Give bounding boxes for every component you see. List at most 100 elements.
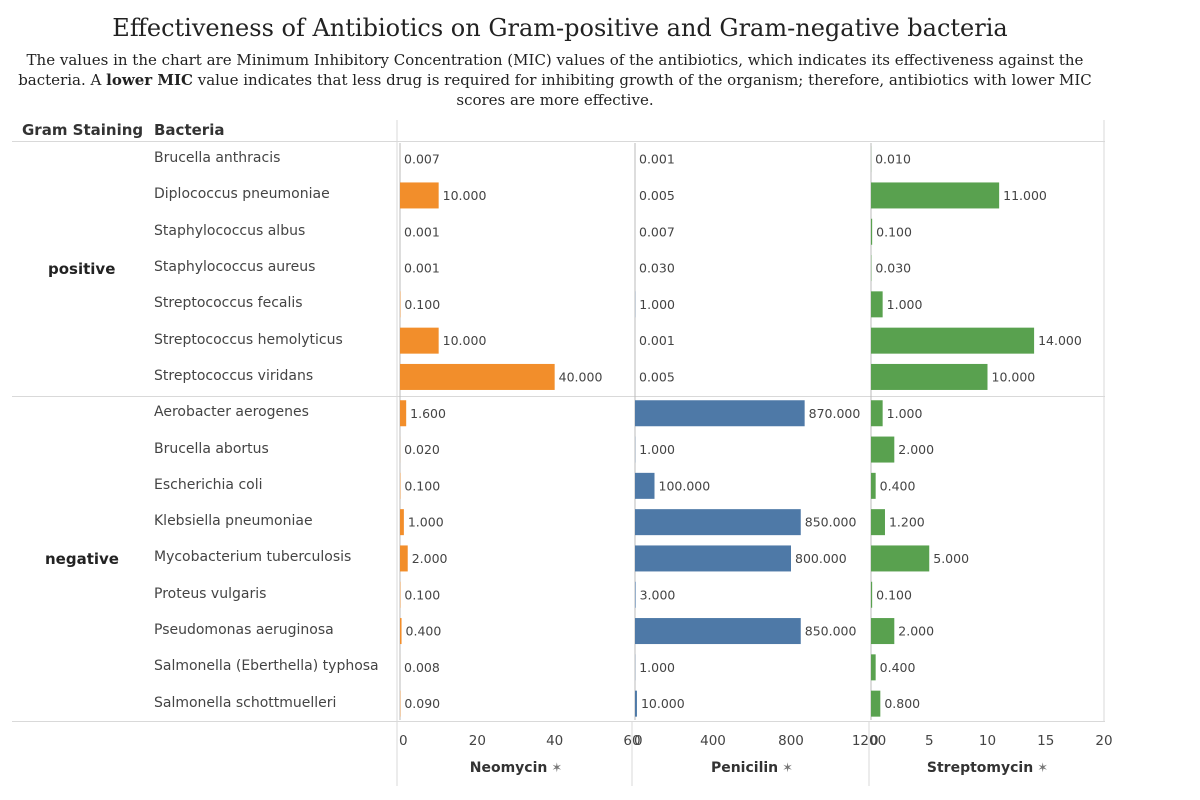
bacteria-label: Brucella anthracis: [154, 150, 281, 167]
data-label: 100.000: [659, 478, 711, 493]
gram-staining-header: Gram Staining: [22, 121, 144, 139]
data-label: 2.000: [898, 442, 934, 457]
bacteria-label: Mycobacterium tuberculosis: [154, 549, 352, 566]
data-label: 1.000: [408, 515, 444, 530]
data-label: 1.000: [887, 406, 923, 421]
bar: [871, 182, 1000, 209]
bar: [635, 545, 791, 572]
data-label: 0.001: [404, 261, 440, 276]
data-label: 0.001: [639, 333, 675, 348]
bar: [871, 218, 873, 245]
bar: [635, 581, 636, 608]
data-label: 10.000: [641, 696, 685, 711]
subtitle-part2: value indicates that less drug is requir…: [192, 71, 1092, 109]
axis-title-label: Streptomycin: [926, 760, 1034, 776]
group-label-negative: negative: [45, 550, 119, 568]
bar: [871, 654, 876, 681]
data-label: 0.090: [404, 696, 440, 711]
header-divider: [12, 141, 1105, 142]
data-label: 40.000: [559, 369, 603, 384]
data-label: 0.100: [876, 224, 912, 239]
data-label: 14.000: [1038, 333, 1082, 348]
bar: [871, 690, 881, 717]
tick-label: 0: [634, 733, 643, 749]
bacteria-label: Salmonella (Eberthella) typhosa: [154, 658, 379, 675]
bacteria-label: Brucella abortus: [154, 440, 269, 457]
data-label: 11.000: [1003, 188, 1047, 203]
data-label: 5.000: [933, 551, 969, 566]
data-label: 1.000: [639, 660, 675, 675]
bar: [400, 363, 555, 390]
bacteria-label: Proteus vulgaris: [154, 585, 267, 602]
data-label: 0.100: [404, 478, 440, 493]
bar: [871, 400, 883, 427]
data-label: 1.200: [889, 515, 925, 530]
data-label: 0.007: [639, 224, 675, 239]
bar: [635, 690, 637, 717]
chart-title: Effectiveness of Antibiotics on Gram-pos…: [112, 14, 1008, 42]
data-label: 0.001: [639, 152, 675, 167]
bacteria-label: Klebsiella pneumoniae: [154, 513, 313, 530]
data-label: 0.400: [880, 660, 916, 675]
bar: [400, 545, 408, 572]
data-label: 0.010: [875, 152, 911, 167]
bacteria-label: Aerobacter aerogenes: [154, 404, 309, 421]
data-label: 0.400: [880, 478, 916, 493]
bar: [871, 618, 895, 645]
axis-title-streptomycin[interactable]: Streptomycin ✶: [871, 760, 1104, 776]
data-label: 0.100: [404, 587, 440, 602]
data-label: 800.000: [795, 551, 847, 566]
bacteria-label: Staphylococcus albus: [154, 222, 306, 239]
tick-label: 5: [925, 733, 934, 749]
data-label: 2.000: [898, 624, 934, 639]
group-label-positive: positive: [48, 260, 116, 278]
bar: [871, 327, 1035, 354]
data-label: 2.000: [412, 551, 448, 566]
data-label: 0.030: [639, 261, 675, 276]
bar: [635, 618, 801, 645]
bacteria-label: Streptococcus fecalis: [154, 295, 303, 312]
group-divider: [12, 396, 1105, 397]
tick-label: 40: [546, 733, 563, 749]
pin-icon[interactable]: ✶: [551, 761, 563, 776]
bar: [871, 581, 873, 608]
bar: [400, 327, 439, 354]
tick-label: 1200: [852, 733, 886, 749]
bar: [400, 509, 404, 536]
tick-label: 0: [399, 733, 408, 749]
data-label: 0.007: [404, 152, 440, 167]
pin-icon[interactable]: ✶: [1037, 761, 1049, 776]
bacteria-label: Streptococcus viridans: [154, 367, 314, 384]
data-label: 0.100: [876, 587, 912, 602]
axis-title-label: Neomycin: [469, 760, 548, 776]
bar: [871, 472, 876, 499]
data-label: 10.000: [443, 188, 487, 203]
bacteria-label: Streptococcus hemolyticus: [154, 331, 343, 348]
data-label: 1.000: [639, 442, 675, 457]
bar: [871, 291, 883, 318]
data-label: 1.000: [887, 297, 923, 312]
bar: [871, 436, 895, 463]
bacteria-label: Escherichia coli: [154, 476, 263, 493]
pin-icon[interactable]: ✶: [782, 761, 794, 776]
data-label: 0.100: [404, 297, 440, 312]
data-label: 850.000: [805, 515, 857, 530]
tick-label: 20: [469, 733, 486, 749]
tick-label: 15: [1037, 733, 1054, 749]
data-label: 0.800: [884, 696, 920, 711]
tick-label: 60: [623, 733, 640, 749]
bacteria-header: Bacteria: [154, 121, 225, 139]
bar: [400, 400, 407, 427]
axis-divider: [12, 721, 1105, 722]
bar: [871, 509, 885, 536]
bar: [871, 545, 930, 572]
axis-title-neomycin[interactable]: Neomycin ✶: [400, 760, 632, 776]
data-label: 0.001: [404, 224, 440, 239]
data-label: 3.000: [640, 587, 676, 602]
subtitle-part1: The values in the chart are Minimum Inhi…: [18, 51, 1084, 89]
bar: [635, 509, 801, 536]
axis-title-penicilin[interactable]: Penicilin ✶: [635, 760, 869, 776]
tick-label: 800: [778, 733, 804, 749]
tick-label: 10: [979, 733, 996, 749]
bar: [871, 363, 988, 390]
